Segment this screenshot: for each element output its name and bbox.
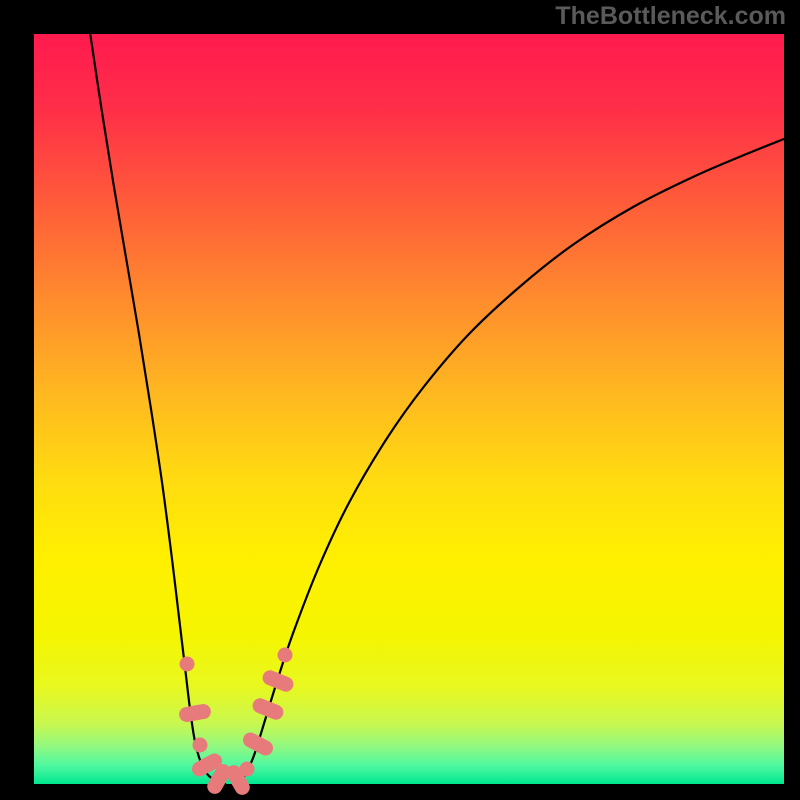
gradient-background: [34, 34, 784, 784]
curve-marker: [180, 657, 195, 672]
chart-container: TheBottleneck.com: [0, 0, 800, 800]
watermark-text: TheBottleneck.com: [555, 2, 786, 31]
curve-marker: [278, 648, 293, 663]
curve-marker: [192, 738, 207, 753]
curve-marker: [240, 762, 255, 777]
